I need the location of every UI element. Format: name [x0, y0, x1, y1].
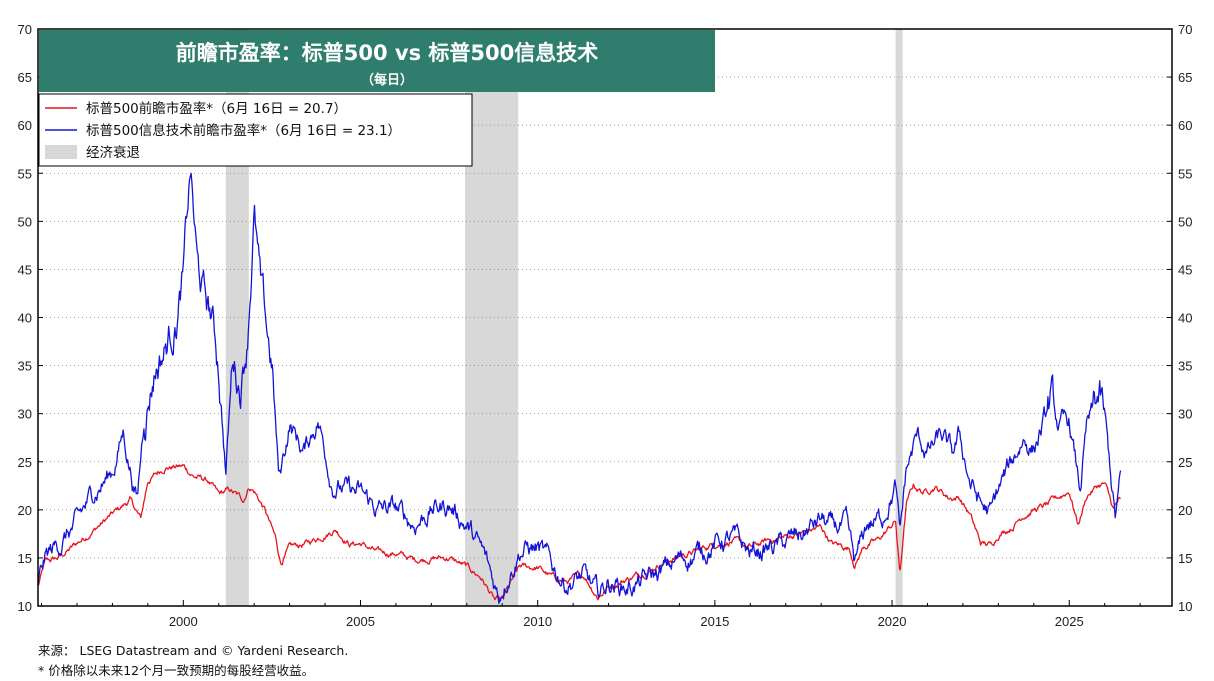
y-tick-label-right-10: 10: [1178, 599, 1192, 614]
x-tick-label-2015: 2015: [700, 614, 729, 629]
title-banner: 前瞻市盈率：标普500 vs 标普500信息技术 （每日）: [39, 30, 715, 92]
chart-subtitle: （每日）: [361, 72, 413, 88]
legend: 标普500前瞻市盈率*（6月 16日 = 20.7） 标普500信息技术前瞻市盈率…: [38, 93, 473, 167]
pe-chart: 2000 2005 2010 2015 2020 2025 101520253035404…: [18, 22, 1193, 629]
y-tick-label-right-55: 55: [1178, 166, 1192, 181]
y-tick-label-right-60: 60: [1178, 118, 1192, 133]
y-tick-label-right-40: 40: [1178, 311, 1192, 326]
legend-swatch-2: [45, 145, 77, 159]
recession-band-1: [465, 29, 519, 606]
y-tick-label-left-70: 70: [18, 22, 32, 37]
y-tick-label-left-25: 25: [18, 455, 32, 470]
y-tick-label-right-30: 30: [1178, 407, 1192, 422]
x-tick-label-2010: 2010: [523, 614, 552, 629]
y-tick-label-left-45: 45: [18, 262, 32, 277]
footnote: * 价格除以未来12个月一致预期的每股经营收益。: [38, 663, 315, 678]
recession-band-2: [895, 29, 903, 606]
source-note: 来源： LSEG Datastream and © Yardeni Resear…: [38, 643, 349, 658]
y-tick-label-right-65: 65: [1178, 70, 1192, 85]
chart-title: 前瞻市盈率：标普500 vs 标普500信息技术: [176, 41, 598, 65]
y-tick-label-left-60: 60: [18, 118, 32, 133]
y-tick-label-left-20: 20: [18, 503, 32, 518]
legend-box: [38, 93, 473, 167]
y-tick-label-right-50: 50: [1178, 214, 1192, 229]
series-line-0: [37, 464, 1121, 601]
y-tick-label-left-40: 40: [18, 311, 32, 326]
y-tick-label-right-45: 45: [1178, 262, 1192, 277]
y-tick-label-right-70: 70: [1178, 22, 1192, 37]
x-tick-label-2000: 2000: [169, 614, 198, 629]
x-tick-label-2020: 2020: [878, 614, 907, 629]
series-lines: [37, 172, 1122, 605]
y-tick-label-left-35: 35: [18, 359, 32, 374]
series-line-1: [37, 172, 1122, 605]
legend-label-0: 标普500前瞻市盈率*（6月 16日 = 20.7）: [86, 100, 347, 117]
x-tick-label-2005: 2005: [346, 614, 375, 629]
y-tick-label-right-35: 35: [1178, 359, 1192, 374]
y-axis-left: 10 15 20 25 30 35 40 45 50 55 60 65 70: [18, 22, 43, 614]
y-tick-label-left-65: 65: [18, 70, 32, 85]
x-axis: 2000 2005 2010 2015 2020 2025: [41, 600, 1141, 629]
y-tick-label-left-30: 30: [18, 407, 32, 422]
recession-bands: [225, 29, 903, 606]
y-tick-label-right-25: 25: [1178, 455, 1192, 470]
y-axis-right: 10 15 20 25 30 35 40 45 50 55 60 65 70: [1167, 22, 1192, 614]
legend-label-2: 经济衰退: [86, 144, 140, 161]
y-tick-label-right-15: 15: [1178, 551, 1192, 566]
y-tick-label-left-55: 55: [18, 166, 32, 181]
recession-band-0: [225, 29, 249, 606]
x-tick-label-2025: 2025: [1055, 614, 1084, 629]
y-tick-label-left-50: 50: [18, 214, 32, 229]
legend-label-1: 标普500信息技术前瞻市盈率*（6月 16日 = 23.1）: [86, 122, 401, 139]
y-tick-label-left-10: 10: [18, 599, 32, 614]
y-tick-label-right-20: 20: [1178, 503, 1192, 518]
y-tick-label-left-15: 15: [18, 551, 32, 566]
